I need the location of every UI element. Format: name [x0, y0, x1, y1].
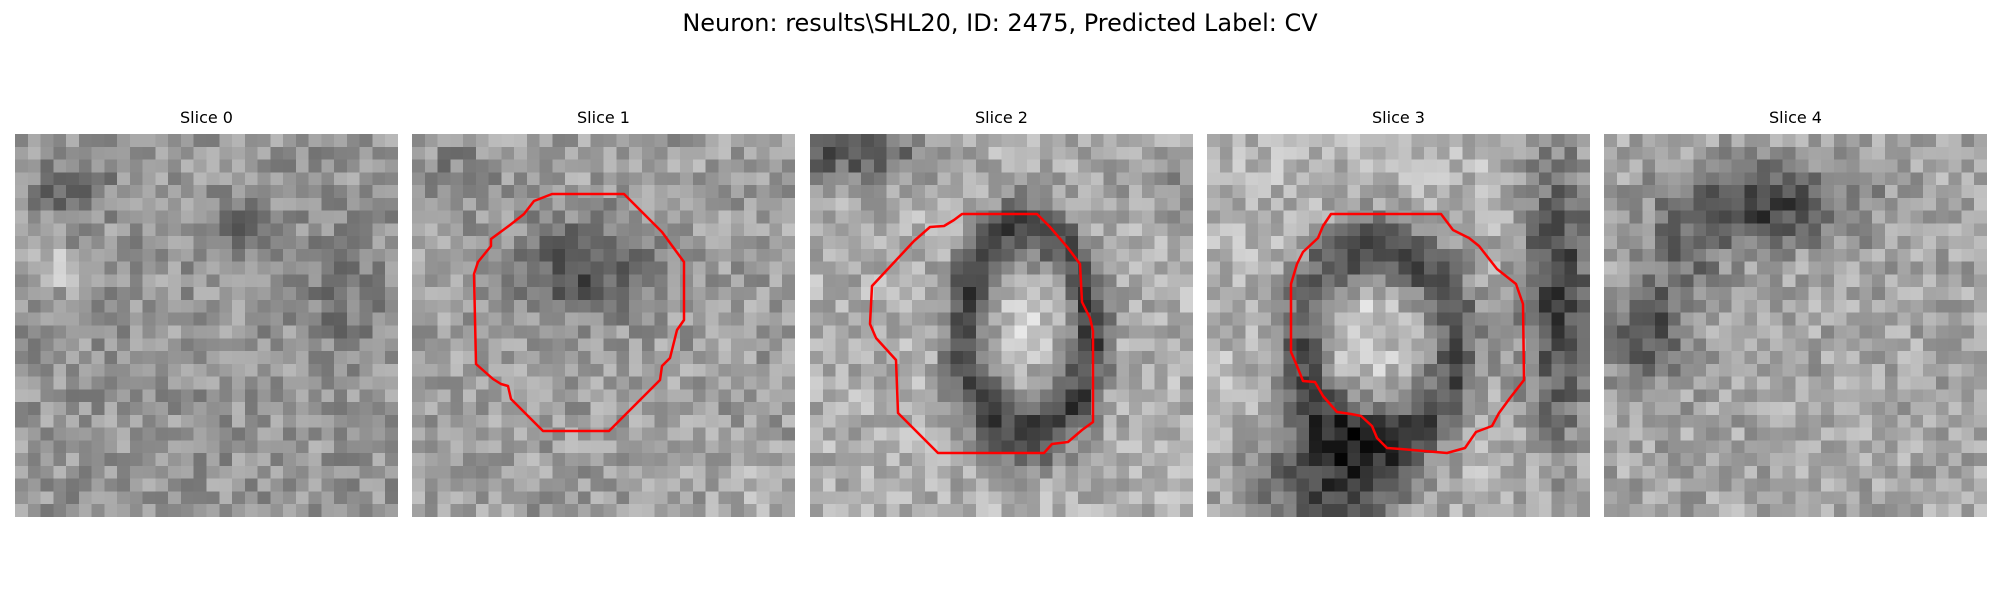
slice-panel-4: Slice 4 [1604, 108, 1987, 517]
slice-image-0 [15, 134, 398, 517]
slice-title-1: Slice 1 [577, 108, 630, 127]
slice-title-3: Slice 3 [1372, 108, 1425, 127]
slice-title-2: Slice 2 [975, 108, 1028, 127]
slice-image-3 [1207, 134, 1590, 517]
slice-panel-0: Slice 0 [15, 108, 398, 517]
slice-title-0: Slice 0 [180, 108, 233, 127]
slice-title-4: Slice 4 [1769, 108, 1822, 127]
slice-image-4 [1604, 134, 1987, 517]
slice-image-1 [412, 134, 795, 517]
slice-panel-1: Slice 1 [412, 108, 795, 517]
slice-panel-2: Slice 2 [810, 108, 1193, 517]
slice-panel-3: Slice 3 [1207, 108, 1590, 517]
figure-title: Neuron: results\SHL20, ID: 2475, Predict… [682, 9, 1318, 37]
slice-image-2 [810, 134, 1193, 517]
